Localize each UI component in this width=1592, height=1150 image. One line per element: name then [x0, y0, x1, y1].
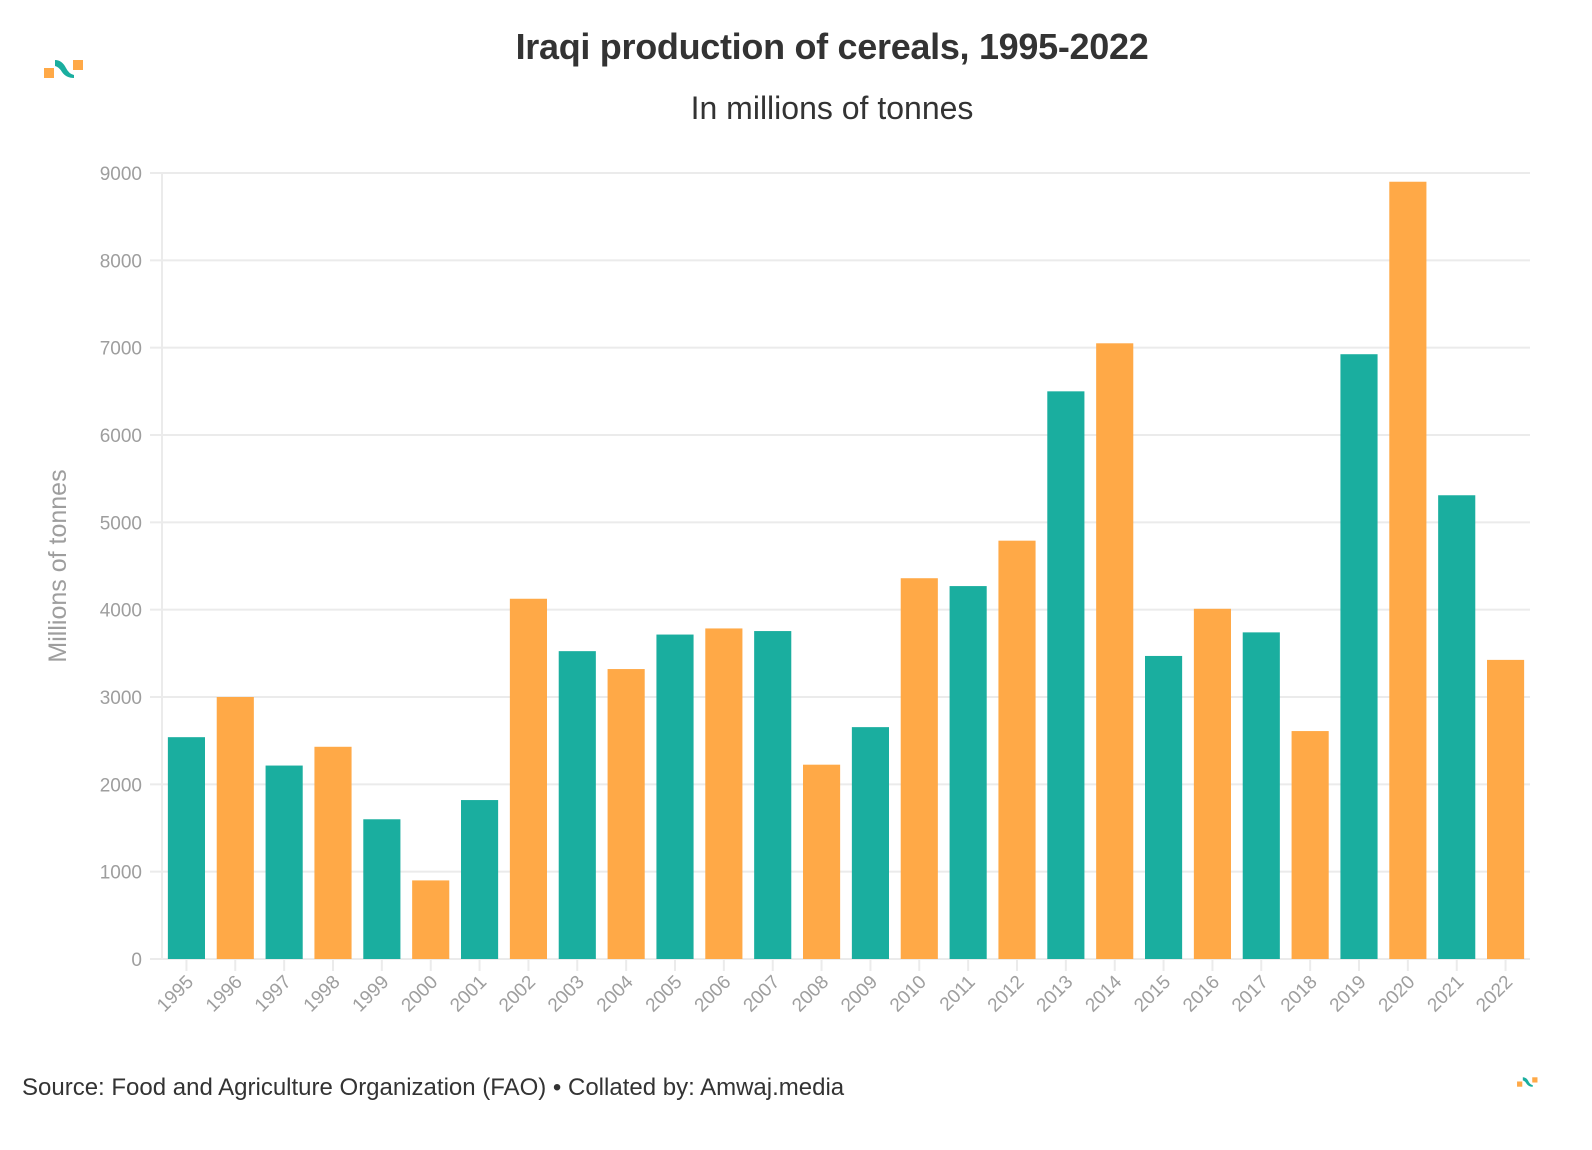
x-tick-label: 2014 — [1082, 971, 1127, 1016]
bar-2022[interactable] — [1487, 659, 1525, 959]
bar-1998[interactable] — [314, 746, 352, 959]
x-tick-label: 1997 — [251, 972, 296, 1017]
bar-2021[interactable] — [1438, 495, 1476, 959]
bar-2009[interactable] — [851, 727, 889, 959]
x-tick-label: 2015 — [1130, 972, 1175, 1017]
y-tick-label: 2000 — [100, 775, 142, 796]
x-tick-label: 2004 — [593, 971, 638, 1016]
x-tick-label: 2001 — [446, 972, 491, 1017]
bar-2011[interactable] — [949, 586, 987, 959]
x-tick-label: 1998 — [300, 972, 345, 1017]
bar-2020[interactable] — [1389, 181, 1427, 959]
y-axis-title: Millions of tonnes — [44, 469, 72, 662]
y-axis-ticks: 0 1000 2000 3000 4000 5000 6000 7000 8000 9000 — [100, 164, 142, 971]
x-tick-label: 2005 — [642, 972, 687, 1017]
bar-1999[interactable] — [363, 819, 401, 959]
y-tick-label: 4000 — [100, 601, 142, 622]
x-tick-label: 1996 — [202, 972, 247, 1017]
bar-1996[interactable] — [216, 697, 254, 959]
y-tick-label: 8000 — [100, 251, 142, 272]
bar-2001[interactable] — [461, 800, 499, 959]
x-tick-label: 2019 — [1326, 972, 1371, 1017]
bar-2010[interactable] — [900, 578, 938, 959]
y-tick-label: 9000 — [100, 164, 142, 185]
bar-2014[interactable] — [1096, 343, 1134, 959]
bar-2002[interactable] — [509, 598, 547, 959]
x-tick-label: 2009 — [837, 972, 882, 1017]
x-tick-label: 2013 — [1033, 972, 1078, 1017]
bars — [167, 181, 1525, 959]
source-caption: Source: Food and Agriculture Organizatio… — [22, 1074, 845, 1101]
bar-2019[interactable] — [1340, 354, 1378, 959]
x-axis-ticks: 1995 1996 1997 1998 1999 2000 2001 2002 2003 2004… — [153, 959, 1517, 1016]
x-tick-label: 2021 — [1424, 972, 1469, 1017]
y-tick-label: 5000 — [100, 513, 142, 534]
bar-2015[interactable] — [1145, 655, 1183, 959]
y-tick-label: 6000 — [100, 426, 142, 447]
amwaj-logo-small-icon — [1517, 1077, 1538, 1087]
bar-1995[interactable] — [167, 737, 205, 959]
amwaj-logo-icon — [44, 60, 83, 78]
x-tick-label: 2012 — [984, 972, 1029, 1017]
x-tick-label: 2011 — [936, 972, 980, 1016]
bar-2013[interactable] — [1047, 391, 1085, 959]
x-tick-label: 2022 — [1472, 972, 1517, 1017]
x-tick-label: 2000 — [398, 972, 443, 1017]
bar-2000[interactable] — [412, 880, 450, 959]
x-tick-label: 2016 — [1179, 972, 1224, 1017]
bar-2006[interactable] — [705, 628, 743, 959]
bar-2004[interactable] — [607, 669, 645, 959]
x-tick-label: 2017 — [1228, 972, 1273, 1017]
chart-subtitle: In millions of tonnes — [690, 90, 974, 126]
bar-2016[interactable] — [1193, 608, 1231, 959]
bar-chart: 0 1000 2000 3000 4000 5000 6000 7000 8000 9000 19… — [44, 164, 1530, 1016]
x-tick-label: 2002 — [495, 972, 540, 1017]
x-tick-label: 2020 — [1375, 972, 1420, 1017]
chart-title: Iraqi production of cereals, 1995-2022 — [515, 26, 1149, 67]
x-tick-label: 2007 — [740, 972, 785, 1017]
bar-2008[interactable] — [803, 764, 841, 959]
bar-2017[interactable] — [1242, 632, 1280, 959]
x-tick-label: 2003 — [544, 972, 589, 1017]
y-tick-label: 3000 — [100, 688, 142, 709]
x-tick-label: 1999 — [349, 972, 394, 1017]
x-tick-label: 2018 — [1277, 972, 1322, 1017]
bar-2007[interactable] — [754, 631, 792, 959]
bar-2005[interactable] — [656, 634, 694, 959]
bar-2003[interactable] — [558, 651, 596, 959]
bar-1997[interactable] — [265, 765, 303, 959]
x-tick-label: 2008 — [788, 972, 833, 1017]
x-tick-label: 2010 — [886, 972, 931, 1017]
x-tick-label: 1995 — [153, 972, 198, 1017]
y-tick-label: 0 — [131, 950, 142, 971]
bar-2012[interactable] — [998, 540, 1036, 959]
bar-2018[interactable] — [1291, 731, 1329, 959]
y-tick-label: 1000 — [100, 863, 142, 884]
y-tick-label: 7000 — [100, 339, 142, 360]
x-tick-label: 2006 — [691, 972, 736, 1017]
